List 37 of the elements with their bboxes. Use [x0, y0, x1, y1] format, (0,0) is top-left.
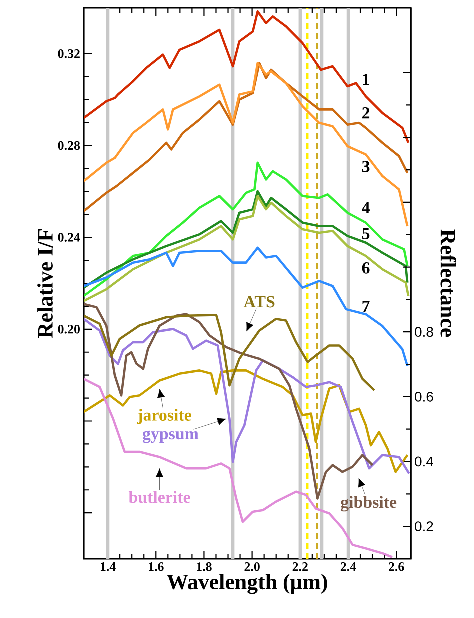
series-label: 6	[362, 262, 370, 274]
series-label: ATS	[244, 296, 275, 308]
line-series	[84, 314, 376, 392]
line-series	[84, 370, 409, 474]
line-series	[84, 162, 409, 298]
x-tick-label: 1.6	[149, 562, 164, 572]
y2-tick-label: 0.4	[415, 456, 434, 467]
y-tick-label: 0.28	[58, 141, 80, 150]
line-series	[84, 190, 409, 290]
series-label: 1	[363, 74, 370, 86]
y2-tick-label: 0.8	[415, 327, 434, 338]
x-tick-label: 2.2	[292, 562, 308, 572]
y2-axis-title: Reflectance	[440, 230, 456, 338]
x-tick-label: 2.6	[389, 562, 404, 572]
series-label: gibbsite	[341, 496, 397, 512]
y-tick-label: 0.20	[58, 325, 80, 334]
x-tick-label: 1.4	[100, 562, 116, 572]
line-series	[84, 10, 410, 144]
series-label: 7	[362, 300, 370, 312]
y2-tick-label: 0.2	[415, 522, 434, 532]
series-label: butlerite	[128, 491, 190, 504]
y-tick-label: 0.24	[58, 233, 80, 242]
x-tick-label: 2.0	[244, 562, 260, 572]
y2-tick-label: 0.6	[415, 392, 434, 402]
y-tick-label: 0.32	[58, 50, 80, 58]
line-series	[84, 318, 410, 475]
x-tick-label: 2.4	[340, 562, 356, 572]
series-label: 2	[362, 107, 370, 119]
series-label: gypsum	[142, 430, 199, 444]
line-series	[84, 246, 409, 368]
y-axis-title: Relative I/F	[38, 229, 53, 338]
series-label: jarosite	[137, 409, 192, 424]
x-axis-title: Wavelength (μm)	[167, 574, 328, 594]
series-label: 5	[362, 228, 370, 240]
series-label: 3	[362, 161, 370, 172]
x-tick-label: 1.8	[197, 562, 212, 572]
series-label: 4	[362, 202, 370, 214]
